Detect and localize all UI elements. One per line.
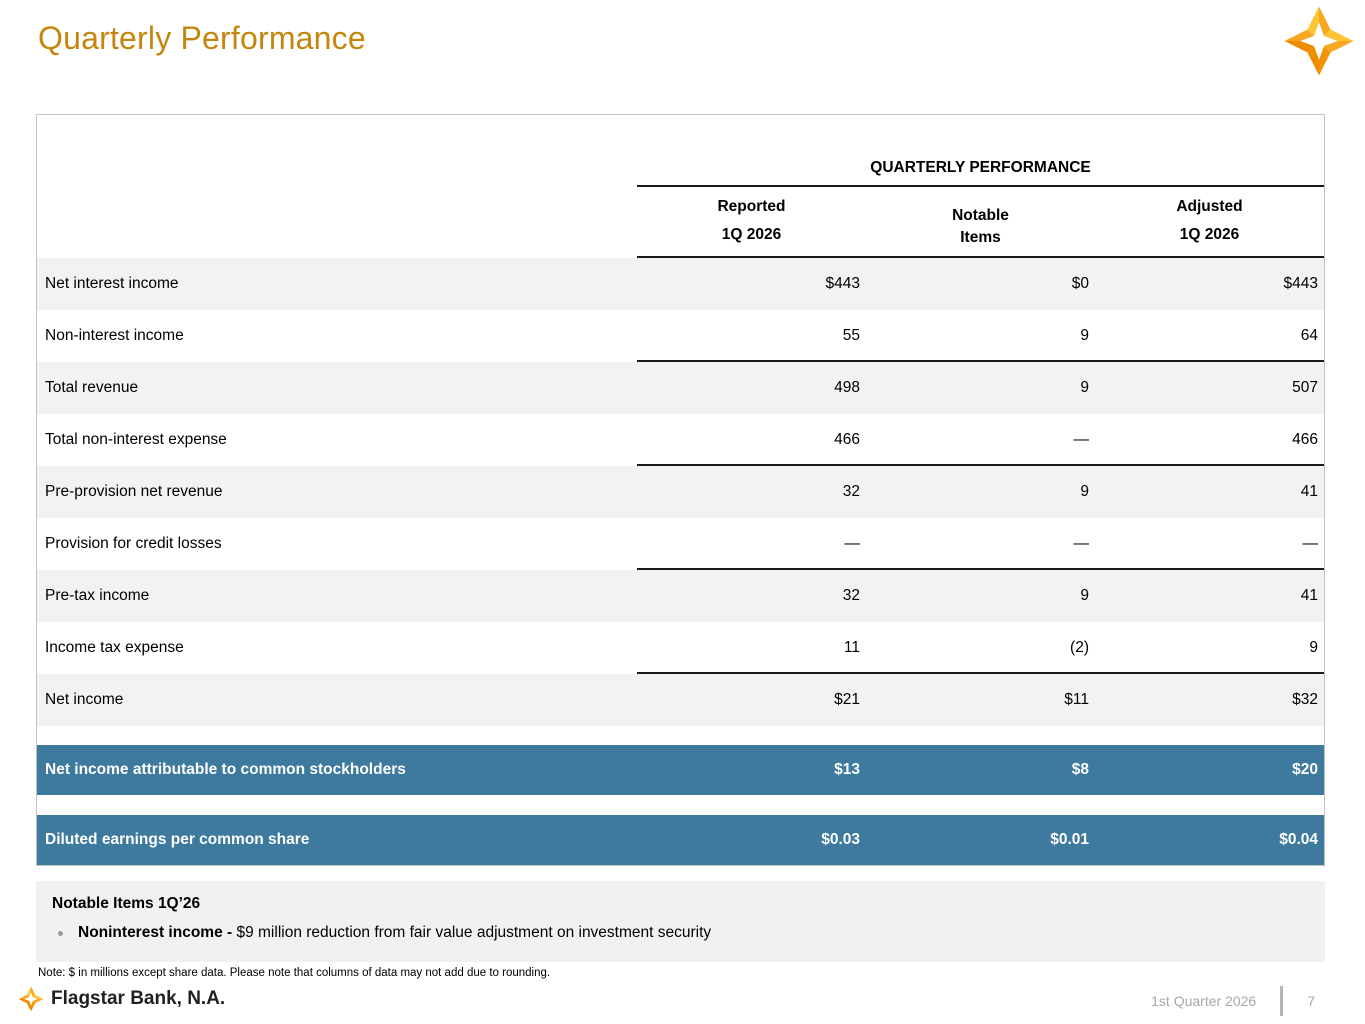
column-header-notable-items: Notable Items <box>952 207 1009 246</box>
cell-reported: 11 <box>843 639 860 656</box>
cell-reported: 32 <box>842 483 860 500</box>
footer-divider <box>1280 986 1284 1016</box>
row-values: 32 9 41 <box>637 570 1324 622</box>
row-values: 11 (2) 9 <box>637 622 1324 674</box>
cell-reported: $443 <box>825 275 860 292</box>
notable-item-term: Noninterest income - <box>78 924 237 941</box>
row-label: Provision for credit losses <box>45 535 222 552</box>
cell-notable: 9 <box>1080 327 1089 344</box>
table-row: Provision for credit losses — — — <box>37 518 1324 570</box>
cell-notable: $0.01 <box>1050 831 1089 848</box>
table-row: Pre-provision net revenue 32 9 41 <box>37 466 1324 518</box>
row-values: $21 $11 $32 <box>637 674 1324 726</box>
table-row: Net interest income $443 $0 $443 <box>37 258 1324 310</box>
cell-reported: 55 <box>842 327 860 344</box>
row-values: 466 — 466 <box>637 414 1324 466</box>
performance-table: QUARTERLY PERFORMANCE Reported 1Q 2026 N… <box>36 114 1325 866</box>
highlight-row-diluted-eps: Diluted earnings per common share $0.03 … <box>37 815 1324 865</box>
cell-adjusted: $443 <box>1283 275 1318 292</box>
cell-notable: $8 <box>1071 761 1089 778</box>
cell-adjusted: 466 <box>1292 431 1318 448</box>
cell-notable: 9 <box>1080 483 1089 500</box>
row-values: — — — <box>637 518 1324 570</box>
row-values: $13 $8 $20 <box>637 745 1324 795</box>
column-headers: Reported 1Q 2026 Notable Items Adjusted … <box>637 195 1324 258</box>
table-title: QUARTERLY PERFORMANCE <box>637 159 1324 187</box>
row-label: Diluted earnings per common share <box>45 831 310 848</box>
cell-notable: $11 <box>1064 691 1089 708</box>
bullet-dot-icon <box>58 930 63 936</box>
row-values: 55 9 64 <box>637 310 1324 362</box>
row-values: $443 $0 $443 <box>637 258 1324 310</box>
cell-adjusted: 41 <box>1300 587 1318 604</box>
cell-adjusted: — <box>1302 535 1319 552</box>
row-label: Net income <box>45 691 124 708</box>
cell-adjusted: $0.04 <box>1279 831 1318 848</box>
footer-quarter-label: 1st Quarter 2026 <box>1151 993 1257 1009</box>
cell-notable: — <box>1073 431 1090 448</box>
notable-item-text: $9 million reduction from fair value adj… <box>236 924 712 941</box>
cell-reported: 32 <box>842 587 860 604</box>
cell-adjusted: 41 <box>1300 483 1318 500</box>
highlight-row-net-income-common: Net income attributable to common stockh… <box>37 745 1324 795</box>
table-row: Income tax expense 11 (2) 9 <box>37 622 1324 674</box>
footnote: Note: $ in millions except share data. P… <box>38 967 551 979</box>
row-label: Net interest income <box>45 275 179 292</box>
cell-reported: 466 <box>834 431 860 448</box>
cell-notable: (2) <box>1070 639 1089 656</box>
cell-adjusted: 507 <box>1292 379 1318 396</box>
row-values: 32 9 41 <box>637 466 1324 518</box>
column-header-adjusted: Adjusted 1Q 2026 <box>1176 198 1243 243</box>
cell-adjusted: 9 <box>1309 639 1318 656</box>
cell-reported: $13 <box>834 761 860 778</box>
row-values: $0.03 $0.01 $0.04 <box>637 815 1324 865</box>
notable-item: Noninterest income - $9 million reductio… <box>58 924 1325 942</box>
cell-notable: — <box>1073 535 1090 552</box>
row-label: Total non-interest expense <box>45 431 227 448</box>
row-label: Total revenue <box>45 379 139 396</box>
cell-adjusted: $32 <box>1292 691 1318 708</box>
row-label: Non-interest income <box>45 327 184 344</box>
column-header-reported: Reported 1Q 2026 <box>717 198 786 243</box>
cell-reported: $0.03 <box>821 831 860 848</box>
cell-notable: $0 <box>1071 275 1089 292</box>
notable-items-panel: Notable Items 1Q’26 Noninterest income -… <box>36 881 1325 962</box>
flagstar-star-icon <box>1283 5 1355 77</box>
table-body: Net interest income $443 $0 $443 Non-int… <box>37 258 1324 726</box>
table-row: Net income $21 $11 $32 <box>37 674 1324 726</box>
cell-reported: $21 <box>834 691 860 708</box>
footer-right: 1st Quarter 2026 7 <box>1151 985 1315 1017</box>
page-title: Quarterly Performance <box>38 20 366 56</box>
cell-adjusted: 64 <box>1300 327 1318 344</box>
row-values: 498 9 507 <box>637 362 1324 414</box>
page-number: 7 <box>1307 993 1315 1009</box>
cell-reported: 498 <box>834 379 860 396</box>
table-row: Total revenue 498 9 507 <box>37 362 1324 414</box>
flagstar-star-icon <box>18 986 44 1012</box>
table-row: Pre-tax income 32 9 41 <box>37 570 1324 622</box>
cell-notable: 9 <box>1080 379 1089 396</box>
notable-items-heading: Notable Items 1Q’26 <box>52 895 201 912</box>
cell-adjusted: $20 <box>1292 761 1318 778</box>
cell-reported: — <box>844 535 861 552</box>
brand-name: Flagstar Bank, N.A. <box>51 988 226 1009</box>
brand-logo: Flagstar Bank, N.A. <box>18 986 225 1012</box>
row-label: Pre-tax income <box>45 587 150 604</box>
row-label: Net income attributable to common stockh… <box>45 761 406 778</box>
cell-notable: 9 <box>1080 587 1089 604</box>
table-row: Total non-interest expense 466 — 466 <box>37 414 1324 466</box>
row-label: Pre-provision net revenue <box>45 483 223 500</box>
table-row: Non-interest income 55 9 64 <box>37 310 1324 362</box>
row-label: Income tax expense <box>45 639 184 656</box>
